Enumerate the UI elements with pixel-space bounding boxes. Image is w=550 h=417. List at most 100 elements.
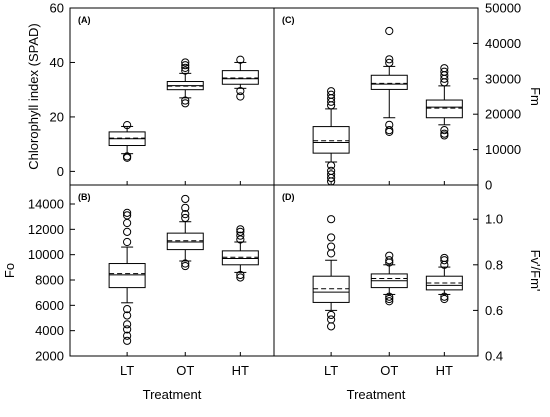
outlier-point	[385, 55, 394, 64]
box-ot	[370, 251, 408, 306]
x-tick-label: OT	[176, 363, 194, 378]
outlier-point	[123, 320, 132, 329]
x-tick-label: LT	[120, 363, 134, 378]
outlier-point	[327, 249, 336, 258]
y-axis-label: Fo	[2, 263, 17, 278]
outlier-point	[385, 294, 394, 304]
outlier-point	[123, 305, 132, 314]
outlier-point	[123, 336, 132, 345]
box-lt	[108, 208, 146, 345]
box-ht	[425, 64, 463, 140]
x-tick-label: LT	[324, 363, 338, 378]
outlier-point	[327, 242, 336, 251]
outlier-point	[181, 96, 190, 105]
x-tick-label: HT	[436, 363, 453, 378]
outlier-point	[236, 270, 245, 280]
y-tick-label: 12000	[28, 222, 64, 237]
outlier-point	[327, 87, 336, 96]
box-lt	[312, 215, 350, 331]
plot-frame	[273, 7, 479, 186]
outlier-point	[181, 99, 190, 108]
outlier-point	[123, 325, 132, 334]
outlier-point	[236, 92, 245, 101]
panel-label: (C)	[282, 15, 295, 25]
box-ht	[221, 225, 259, 282]
y-tick-label: 1.0	[485, 212, 503, 227]
y-tick-label: 40	[50, 55, 64, 70]
y-tick-label: 0.8	[485, 257, 503, 272]
y-tick-label: 20000	[485, 107, 521, 122]
outlier-point	[123, 218, 132, 228]
plot-frame	[69, 184, 275, 357]
outlier-point	[181, 213, 190, 223]
box-iqr	[221, 250, 259, 266]
box-ot	[370, 26, 408, 136]
outlier-point	[327, 233, 336, 242]
x-axis-label: Treatment	[347, 387, 406, 402]
box-iqr	[312, 275, 350, 303]
outlier-point	[440, 131, 449, 140]
outlier-point	[123, 120, 132, 130]
outlier-point	[327, 215, 336, 224]
plot-frame	[273, 184, 479, 357]
plot-frame	[69, 7, 275, 186]
y-tick-label: 60	[50, 1, 64, 16]
outlier-point	[440, 292, 449, 301]
y-axis-label: Fv'/Fm'	[528, 250, 543, 292]
x-axis-label: Treatment	[143, 387, 202, 402]
panel-a: (A) 0 20 40 60 Chlorophyll index (SPAD)	[26, 1, 275, 186]
y-tick-label: 10000	[28, 247, 64, 262]
outlier-point	[385, 26, 394, 36]
outlier-point	[385, 127, 394, 136]
outlier-point	[236, 273, 245, 282]
outlier-point	[440, 67, 449, 76]
panel-label: (D)	[282, 192, 295, 202]
outlier-point	[123, 311, 132, 320]
outlier-point	[327, 161, 336, 170]
outlier-point	[385, 292, 394, 301]
box-iqr	[221, 70, 259, 85]
y-axis-label: Chlorophyll index (SPAD)	[26, 23, 41, 169]
box-ot	[166, 58, 204, 108]
outlier-point	[181, 194, 190, 204]
outlier-point	[236, 55, 245, 64]
box-lt	[312, 87, 350, 186]
outlier-point	[181, 261, 190, 271]
panels: (A) 0 20 40 60 Chlorophyll index (SPAD) (C) 0 10…	[2, 1, 543, 403]
box-lt	[108, 120, 146, 162]
box-iqr	[108, 263, 146, 289]
y-tick-label: 8000	[35, 273, 64, 288]
outlier-point	[181, 203, 190, 212]
panel-d: (D) 0.4 0.6 0.8 1.0 Fv'/Fm' LT OT HT Treatment	[273, 184, 543, 402]
box-iqr	[312, 126, 350, 154]
outlier-point	[123, 227, 132, 236]
outlier-point	[327, 173, 336, 183]
outlier-point	[236, 227, 245, 236]
outlier-point	[181, 61, 190, 70]
outlier-point	[181, 210, 190, 219]
y-tick-label: 0	[485, 178, 492, 193]
outlier-point	[385, 256, 394, 265]
outlier-point	[385, 126, 394, 135]
outlier-point	[236, 225, 245, 234]
outlier-point	[440, 253, 449, 263]
outlier-point	[181, 66, 190, 75]
outlier-point	[123, 331, 132, 340]
outlier-point	[385, 251, 394, 260]
y-tick-label: 0	[57, 164, 64, 179]
outlier-point	[440, 294, 449, 304]
x-tick-label: OT	[380, 363, 398, 378]
y-tick-label: 30000	[485, 71, 521, 86]
outlier-point	[385, 297, 394, 306]
y-tick-label: 0.6	[485, 303, 503, 318]
outlier-point	[440, 126, 449, 135]
y-tick-label: 0.4	[485, 349, 503, 364]
box-iqr	[370, 74, 408, 90]
outlier-point	[327, 310, 336, 320]
outlier-point	[236, 86, 245, 96]
panel-label: (B)	[78, 192, 91, 202]
y-tick-label: 50000	[485, 1, 521, 16]
y-tick-label: 6000	[35, 298, 64, 313]
y-tick-label: 40000	[485, 36, 521, 51]
